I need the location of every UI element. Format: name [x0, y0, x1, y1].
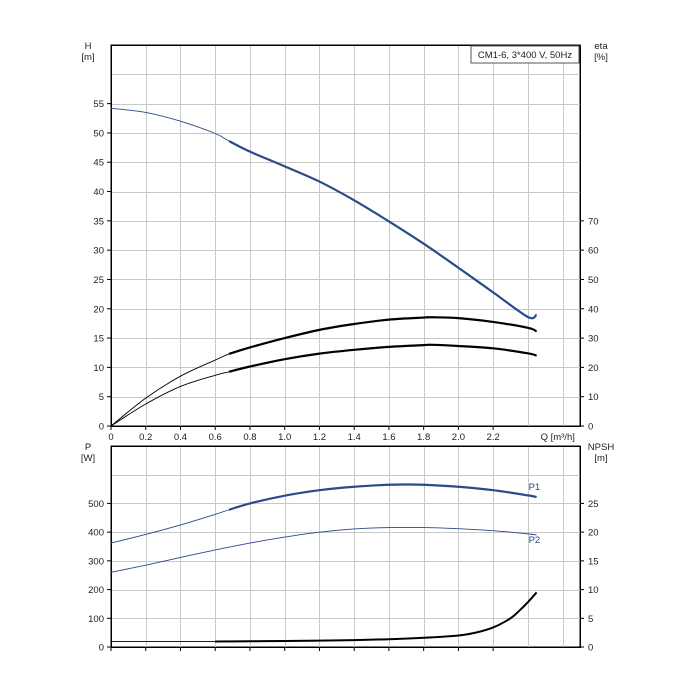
series-line-bold — [228, 343, 537, 373]
y-right-axis-title: NPSH — [588, 442, 615, 453]
y-right-axis-unit: [m] — [594, 453, 607, 464]
y-right-axis-title: eta — [594, 41, 608, 52]
y-left-tick-label: 15 — [93, 334, 104, 345]
x-tick-label: 1.0 — [278, 432, 291, 443]
y-left-axis-unit: [m] — [81, 52, 94, 63]
y-right-tick-label: 30 — [588, 334, 599, 345]
y-left-tick-label: 200 — [88, 585, 104, 596]
y-left-tick-label: 55 — [93, 99, 104, 110]
grid-lines — [111, 446, 580, 647]
y-right-tick-label: 25 — [588, 499, 599, 510]
y-right-tick-label: 10 — [588, 585, 599, 596]
y-left-tick-label: 25 — [93, 275, 104, 286]
y-right-axis-unit: [%] — [594, 52, 608, 63]
plot-area — [110, 445, 581, 648]
y-left-tick-label: 400 — [88, 528, 104, 539]
grid-lines — [111, 45, 580, 426]
y-left-tick-label: 5 — [99, 392, 104, 403]
plot-frame — [111, 446, 581, 648]
series-p2: P2 — [110, 526, 541, 573]
panel-1: 0 5 10 15 20 25 30 35 40 45 50 55 0 10 20 30 40 50 60 70 0 0.… — [81, 41, 608, 443]
x-tick-label: 1.8 — [417, 432, 430, 443]
y-right-tick-label: 10 — [588, 392, 599, 403]
y-left-tick-label: 100 — [88, 614, 104, 625]
x-tick-label: 2.2 — [487, 432, 500, 443]
plot-frame — [111, 45, 581, 427]
y-left-tick-label: 20 — [93, 304, 104, 315]
y-right-tick-label: 15 — [588, 556, 599, 567]
series-p1: P1 — [110, 482, 541, 544]
series-line-bold — [215, 591, 538, 643]
x-tick-label: 1.6 — [382, 432, 395, 443]
series-line-bold — [228, 316, 538, 355]
y-right-tick-label: 60 — [588, 246, 599, 257]
x-tick-label: 0.6 — [209, 432, 222, 443]
x-tick-label: 0.8 — [243, 432, 256, 443]
y-left-tick-label: 0 — [99, 422, 104, 433]
series-1-1 — [110, 107, 538, 320]
y-right-tick-label: 40 — [588, 304, 599, 315]
y-left-tick-label: 30 — [93, 246, 104, 257]
series-1-3 — [110, 343, 537, 427]
series-line-bold — [228, 140, 538, 320]
y-right-tick-label: 0 — [588, 422, 593, 433]
y-left-axis-title: H — [85, 41, 92, 52]
y-left-tick-label: 0 — [99, 643, 104, 654]
y-right-tick-label: 20 — [588, 528, 599, 539]
y-left-axis-title: P — [85, 442, 91, 453]
panel-2: 0 100 200 300 400 500 0 5 10 15 20 25 P[W] NPSH[m] P1 P… — [81, 442, 614, 654]
y-right-tick-label: 5 — [588, 614, 593, 625]
x-tick-label: 0.2 — [139, 432, 152, 443]
x-tick-label: 0 — [108, 432, 113, 443]
y-left-tick-label: 40 — [93, 187, 104, 198]
x-axis-label: Q [m³/h] — [541, 432, 575, 443]
series-line-bold — [228, 483, 537, 511]
y-left-tick-label: 300 — [88, 556, 104, 567]
y-right-tick-label: 70 — [588, 216, 599, 227]
y-left-tick-label: 50 — [93, 128, 104, 139]
series-line — [110, 526, 537, 573]
x-tick-label: 1.2 — [313, 432, 326, 443]
y-left-tick-label: 10 — [93, 363, 104, 374]
x-tick-label: 2.0 — [452, 432, 465, 443]
series-2-3 — [110, 591, 538, 643]
legend-text: CM1-6, 3*400 V, 50Hz — [478, 50, 572, 61]
y-left-tick-label: 35 — [93, 216, 104, 227]
series-label-p1: P1 — [529, 482, 541, 493]
y-left-tick-label: 45 — [93, 158, 104, 169]
legend-box: CM1-6, 3*400 V, 50Hz — [470, 45, 580, 64]
y-right-tick-label: 0 — [588, 643, 593, 654]
y-right-tick-label: 20 — [588, 363, 599, 374]
legend-frame — [470, 45, 580, 64]
x-tick-label: 0.4 — [174, 432, 187, 443]
y-left-tick-label: 500 — [88, 499, 104, 510]
plot-area — [110, 44, 581, 427]
series-1-2 — [110, 316, 538, 427]
y-right-tick-label: 50 — [588, 275, 599, 286]
x-tick-label: 1.4 — [348, 432, 361, 443]
series-label-p2: P2 — [529, 535, 541, 546]
y-left-axis-unit: [W] — [81, 453, 95, 464]
